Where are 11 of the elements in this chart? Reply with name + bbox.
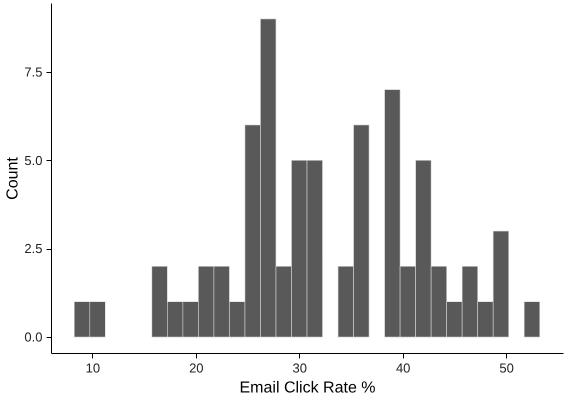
x-axis-title: Email Click Rate % [239, 380, 376, 396]
x-tick-label: 50 [499, 360, 514, 376]
y-axis-title: Count [4, 156, 22, 200]
y-tick-label: 2.5 [24, 241, 42, 256]
x-tick-label: 10 [86, 360, 100, 376]
y-tick-label: 5.0 [24, 152, 42, 168]
x-tick-label: 40 [396, 360, 410, 376]
y-tick-label: 7.5 [24, 64, 42, 80]
y-tick-label: 0.0 [24, 330, 42, 345]
x-tick-label: 30 [292, 360, 307, 376]
x-tick-label: 20 [189, 360, 204, 376]
